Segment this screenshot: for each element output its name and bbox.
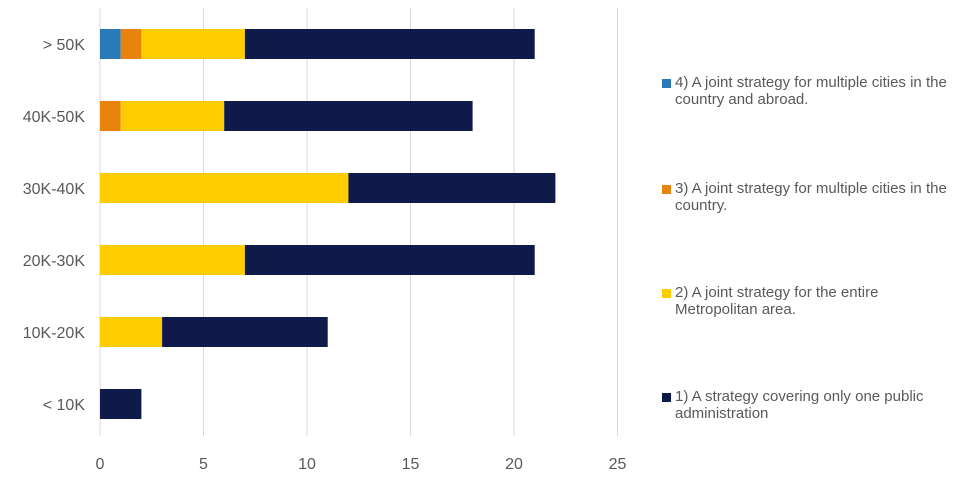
legend-item-series-3: 3) A joint strategy for multiple cities … [662, 180, 961, 214]
stacked-bar-chart: > 50K 40K-50K 30K-40K 20K-30K 10K-20K < 10K 0… [23, 8, 627, 473]
bar-segment-series-3 [100, 101, 121, 131]
legend: 4) A joint strategy for multiple cities … [662, 0, 961, 479]
category-label: 40K-50K [23, 109, 86, 126]
bar-segment-series-2 [100, 173, 349, 203]
legend-swatch [662, 289, 671, 298]
legend-label: 3) A joint strategy for multiple cities … [675, 180, 947, 214]
category-label: 20K-30K [23, 253, 86, 270]
category-label: > 50K [43, 37, 86, 54]
category-label: 30K-40K [23, 181, 86, 198]
x-tick-label: 5 [199, 456, 208, 473]
x-tick-label: 25 [609, 456, 627, 473]
x-tick-label: 15 [402, 456, 420, 473]
bar-segment-series-2 [100, 317, 163, 347]
x-tick-label: 10 [298, 456, 316, 473]
category-labels: > 50K 40K-50K 30K-40K 20K-30K 10K-20K < 10K [23, 37, 86, 414]
bar-segment-series-2 [141, 29, 245, 59]
legend-label: 2) A joint strategy for the entire Metro… [675, 284, 879, 318]
legend-label: 4) A joint strategy for multiple cities … [675, 74, 947, 108]
bar-segment-series-2 [100, 245, 245, 275]
category-label: 10K-20K [23, 325, 86, 342]
legend-item-series-1: 1) A strategy covering only one public a… [662, 388, 961, 422]
bars [100, 29, 556, 419]
bar-segment-series-1 [244, 245, 535, 275]
bar-segment-series-1 [244, 29, 535, 59]
x-tick-label: 0 [96, 456, 105, 473]
legend-swatch [662, 393, 671, 402]
x-tick-labels: 0 5 10 15 20 25 [96, 456, 627, 473]
legend-label: 1) A strategy covering only one public a… [675, 388, 924, 422]
bar-segment-series-2 [120, 101, 225, 131]
category-label: < 10K [43, 397, 86, 414]
bar-segment-series-4 [100, 29, 121, 59]
bar-segment-series-1 [348, 173, 556, 203]
legend-swatch [662, 79, 671, 88]
x-tick-label: 20 [505, 456, 523, 473]
bar-segment-series-1 [100, 389, 142, 419]
legend-item-series-2: 2) A joint strategy for the entire Metro… [662, 284, 961, 318]
bar-segment-series-3 [120, 29, 142, 59]
bar-segment-series-1 [162, 317, 328, 347]
legend-swatch [662, 185, 671, 194]
bar-segment-series-1 [224, 101, 473, 131]
legend-item-series-4: 4) A joint strategy for multiple cities … [662, 74, 961, 108]
gridlines [99, 8, 618, 436]
